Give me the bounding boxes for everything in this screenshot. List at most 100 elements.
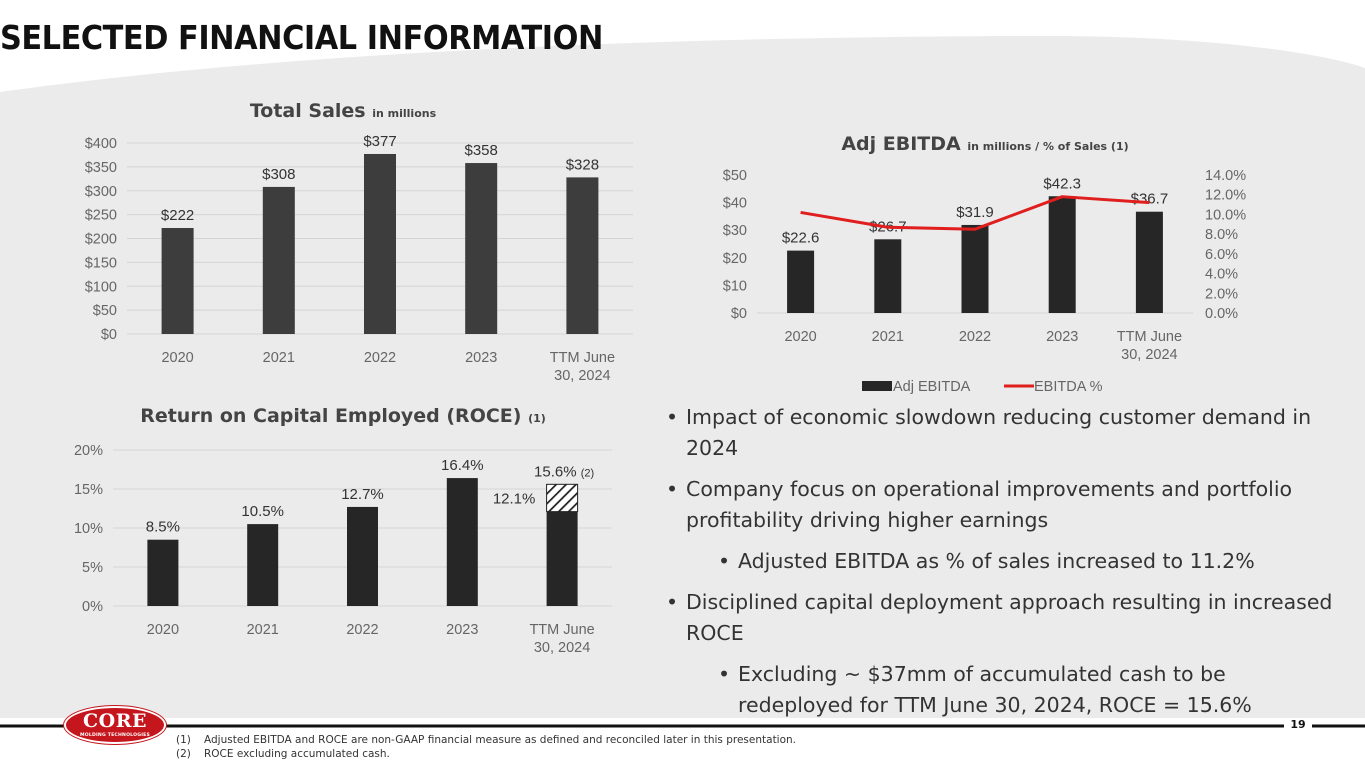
bullet-text: Disciplined capital deployment approach …	[686, 590, 1333, 645]
y-tick-label: $50	[723, 168, 747, 184]
y2-tick-label: 2.0%	[1205, 286, 1238, 302]
bar	[546, 511, 578, 606]
bar-data-label: $308	[262, 166, 295, 183]
x-tick-label: 2022	[959, 329, 991, 345]
bar-data-label: $31.9	[956, 204, 994, 221]
bullet-text: Adjusted EBITDA as % of sales increased …	[738, 549, 1255, 573]
footnote-text: ROCE excluding accumulated cash.	[204, 748, 390, 760]
footnote-text: Adjusted EBITDA and ROCE are non-GAAP fi…	[204, 734, 797, 746]
footnote-number: (2)	[176, 748, 191, 760]
bar-data-label: $42.3	[1043, 175, 1081, 192]
bar-data-label: $377	[363, 133, 396, 150]
bullet-text: Company focus on operational improvement…	[686, 477, 1293, 532]
bar	[1048, 196, 1076, 313]
y-tick-label: $40	[723, 196, 747, 212]
background-band	[0, 36, 1365, 718]
y-tick-label: $100	[85, 279, 117, 295]
bar	[364, 153, 396, 334]
x-tick-label: 2023	[446, 622, 478, 638]
bar-data-label: 10.5%	[241, 503, 284, 520]
chart-title-main: Total Sales	[250, 100, 372, 122]
bar	[465, 163, 498, 334]
chart-title-main: Adj EBITDA	[841, 133, 967, 155]
bar	[874, 239, 902, 313]
bullet-dot-icon: •	[666, 590, 679, 614]
bullet-dot-icon: •	[666, 477, 679, 501]
ebitda-percent-line	[800, 195, 1150, 231]
bar	[247, 524, 279, 606]
y-tick-label: 0%	[82, 599, 103, 615]
chart-title: Total Sales in millions	[250, 100, 437, 122]
x-tick-label: TTM June	[1117, 329, 1182, 345]
company-logo: CORE MOLDING TECHNOLOGIES	[64, 706, 166, 744]
y-tick-label: $0	[101, 327, 117, 343]
y-tick-label: $50	[93, 303, 117, 319]
y-tick-label: $150	[85, 255, 117, 271]
bar	[961, 224, 989, 313]
y2-tick-label: 10.0%	[1205, 207, 1246, 223]
bar	[347, 506, 378, 606]
y-tick-label: 10%	[74, 521, 103, 537]
x-tick-label: 2020	[147, 622, 179, 638]
bullet-text: Impact of economic slowdown reducing cus…	[686, 405, 1312, 460]
bullet-item: • Disciplined capital deployment approac…	[666, 587, 1346, 649]
bar	[161, 227, 194, 334]
y-tick-label: $10	[723, 278, 747, 294]
bar	[262, 186, 295, 334]
bar-data-label: 12.7%	[341, 486, 384, 503]
bar-data-label: $328	[566, 156, 599, 173]
chart-title-suffix: in millions / % of Sales (1)	[967, 140, 1128, 153]
bar-data-label: 12.1%	[493, 491, 536, 508]
bar-data-label: $222	[161, 207, 194, 224]
x-tick-label: TTM June	[550, 350, 615, 366]
legend-label: EBITDA %	[1034, 379, 1103, 395]
x-tick-label: 2023	[465, 350, 497, 366]
y2-tick-label: 4.0%	[1205, 267, 1238, 283]
y2-tick-label: 12.0%	[1205, 188, 1246, 204]
bar	[446, 478, 478, 606]
bar-excluding-cash-label: 15.6% (2)	[534, 463, 594, 480]
x-tick-label: 2021	[872, 329, 904, 345]
bar-data-label: 16.4%	[441, 457, 484, 474]
y-tick-label: 15%	[74, 482, 103, 498]
y2-tick-label: 8.0%	[1205, 227, 1238, 243]
bar-data-label: 8.5%	[146, 519, 180, 536]
y-tick-label: $300	[85, 184, 117, 200]
x-tick-label: 2021	[263, 350, 295, 366]
y-tick-label: $400	[85, 136, 117, 152]
y2-tick-label: 6.0%	[1205, 247, 1238, 263]
bullet-item: • Company focus on operational improveme…	[666, 474, 1346, 536]
page-title: SELECTED FINANCIAL INFORMATION	[0, 18, 603, 57]
excluding-cash-note: (2)	[581, 467, 594, 479]
bar	[566, 177, 599, 334]
bullet-list: • Impact of economic slowdown reducing c…	[666, 402, 1346, 731]
x-tick-label: 30, 2024	[534, 640, 590, 656]
x-tick-label: 2023	[1046, 329, 1078, 345]
bar	[787, 250, 815, 313]
page-number: 19	[1284, 718, 1312, 731]
bar-data-label: $22.6	[782, 230, 820, 247]
y2-tick-label: 14.0%	[1205, 168, 1246, 184]
x-tick-label: 2021	[247, 622, 279, 638]
y-tick-label: $200	[85, 232, 117, 248]
bullet-dot-icon: •	[718, 549, 731, 573]
legend-label: Adj EBITDA	[893, 379, 971, 395]
y-tick-label: 5%	[82, 560, 103, 576]
bullet-dot-icon: •	[666, 405, 679, 429]
bullet-text: Excluding ~ $37mm of accumulated cash to…	[738, 662, 1252, 717]
y-tick-label: $250	[85, 208, 117, 224]
logo-tagline: MOLDING TECHNOLOGIES	[80, 733, 150, 738]
y-tick-label: 20%	[74, 443, 103, 459]
chart-title: Adj EBITDA in millions / % of Sales (1)	[841, 133, 1128, 155]
sub-bullet-item: • Excluding ~ $37mm of accumulated cash …	[718, 659, 1346, 721]
bar-excluding-cash-segment	[546, 483, 579, 513]
footnote: (2) ROCE excluding accumulated cash.	[176, 747, 796, 761]
footnotes: (1) Adjusted EBITDA and ROCE are non-GAA…	[176, 733, 796, 761]
x-tick-label: 30, 2024	[554, 368, 610, 384]
y-tick-label: $0	[731, 306, 747, 322]
footnote: (1) Adjusted EBITDA and ROCE are non-GAA…	[176, 733, 796, 747]
